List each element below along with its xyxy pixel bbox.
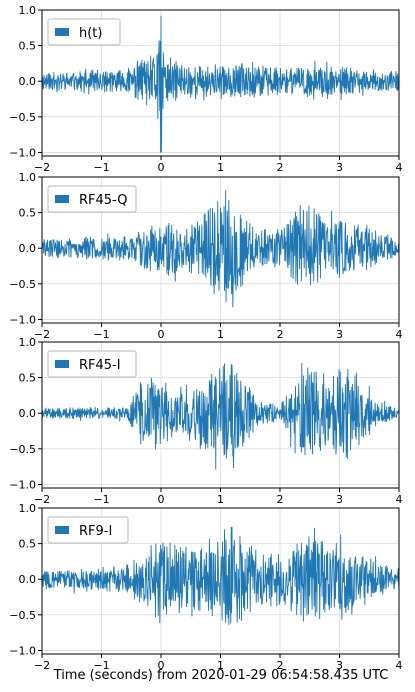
x-tick-label: −2 xyxy=(34,328,50,341)
x-tick-label: 2 xyxy=(277,493,284,506)
x-tick-label: −2 xyxy=(34,659,50,672)
legend-box xyxy=(47,516,129,544)
x-axis-label: Time (seconds) from 2020-01-29 06:54:58.… xyxy=(53,668,389,683)
x-tick-label: 2 xyxy=(277,161,284,174)
x-tick-label: −1 xyxy=(93,493,109,506)
x-tick-label: 1 xyxy=(217,328,224,341)
y-tick-label: 0.5 xyxy=(19,538,37,551)
y-tick-label: 0.5 xyxy=(19,207,37,220)
x-tick-label: 1 xyxy=(217,161,224,174)
x-tick-label: 1 xyxy=(217,493,224,506)
legend-label: RF45-Q xyxy=(79,193,127,208)
series-line-1 xyxy=(42,526,399,625)
y-tick-label: −0.5 xyxy=(9,443,36,456)
series-line-1 xyxy=(42,190,399,308)
series-line-1 xyxy=(42,362,399,470)
x-tick-label: 4 xyxy=(396,328,403,341)
y-tick-label: 1.0 xyxy=(19,4,37,17)
y-tick-label: −1.0 xyxy=(9,644,36,657)
y-tick-label: 0.5 xyxy=(19,40,37,53)
y-tick-label: −0.5 xyxy=(9,111,36,124)
y-tick-label: −1.0 xyxy=(9,313,36,326)
x-tick-label: 2 xyxy=(277,659,284,672)
x-tick-label: −1 xyxy=(93,161,109,174)
x-tick-label: −2 xyxy=(34,493,50,506)
panel-3: −2 −1 0 1 2 3 4 −1.0 −0.5 0.0 0.5 1.0 RF45-I xyxy=(9,336,402,506)
legend-swatch xyxy=(55,360,69,368)
legend-swatch xyxy=(55,195,69,203)
x-tick-label: 0 xyxy=(158,659,165,672)
legend-box xyxy=(47,185,137,213)
legend-label: RF9-I xyxy=(79,524,112,539)
y-tick-label: −1.0 xyxy=(9,146,36,159)
x-tick-label: 3 xyxy=(336,659,343,672)
y-tick-label: −0.5 xyxy=(9,609,36,622)
x-tick-label: 4 xyxy=(396,493,403,506)
legend-label: h(t) xyxy=(79,26,102,41)
series-line-1 xyxy=(42,15,399,153)
y-tick-label: 0.0 xyxy=(19,407,37,420)
y-tick-label: 0.5 xyxy=(19,372,37,385)
y-tick-label: 1.0 xyxy=(19,336,37,349)
y-tick-label: 0.0 xyxy=(19,75,37,88)
legend-box xyxy=(47,18,121,46)
panels: −2 −1 0 1 2 3 4−1.0−0.50.00.51.0h(t)−2 −1 0 1 2 3 4−… xyxy=(9,4,402,672)
legend-box xyxy=(47,350,137,378)
panel-4: −2 −1 0 1 2 3 4 −1.0 −0.5 0.0 0.5 1.0 RF9-I xyxy=(9,502,402,672)
x-tick-label: 2 xyxy=(277,328,284,341)
x-tick-label: 3 xyxy=(336,493,343,506)
y-tick-label: −1.0 xyxy=(9,478,36,491)
x-tick-label: 0 xyxy=(158,328,165,341)
legend-swatch xyxy=(55,526,69,534)
panel-2: −2 −1 0 1 2 3 4 −1.0 −0.5 0.0 0.5 1.0 RF45-Q xyxy=(9,171,402,341)
x-tick-label: 0 xyxy=(158,493,165,506)
y-tick-label: −0.5 xyxy=(9,278,36,291)
legend-label: RF45-I xyxy=(79,358,121,373)
y-tick-label: 1.0 xyxy=(19,171,37,184)
x-tick-label: 4 xyxy=(396,659,403,672)
x-tick-label: −2 xyxy=(34,161,50,174)
x-tick-label: 3 xyxy=(336,328,343,341)
y-tick-label: 0.0 xyxy=(19,573,37,586)
x-tick-label: 1 xyxy=(217,659,224,672)
x-tick-label: 4 xyxy=(396,161,403,174)
y-tick-label: 0.0 xyxy=(19,242,37,255)
panel-1: −2 −1 0 1 2 3 4 −1.0 −0.5 0.0 0.5 1.0 h(t) xyxy=(9,4,402,174)
x-tick-label: −1 xyxy=(93,659,109,672)
x-tick-label: 3 xyxy=(336,161,343,174)
y-tick-label: 1.0 xyxy=(19,502,37,515)
legend-swatch xyxy=(55,28,69,36)
x-tick-label: 0 xyxy=(158,161,165,174)
x-tick-label: −1 xyxy=(93,328,109,341)
